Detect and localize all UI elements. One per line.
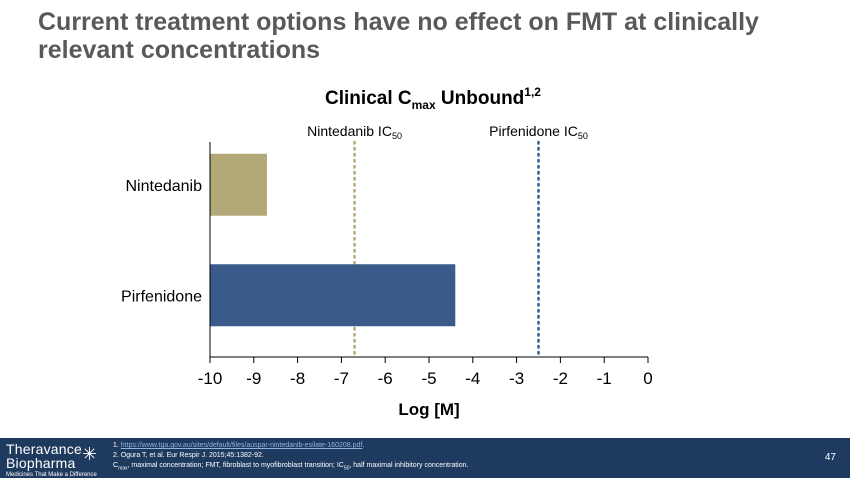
slide-title-line-1: Current treatment options have no effect… xyxy=(38,8,759,36)
chart-title-sup: 1,2 xyxy=(524,85,541,99)
logo-line-2: Biopharma xyxy=(6,455,76,471)
reference-1: 1. https://www.tga.gov.au/sites/default/… xyxy=(113,442,365,449)
x-tick-label: 0 xyxy=(643,369,652,388)
x-tick-label: -4 xyxy=(465,369,480,388)
x-tick-label: -3 xyxy=(509,369,524,388)
x-tick-label: -9 xyxy=(246,369,261,388)
category-label-nintedanib: Nintedanib xyxy=(126,178,203,195)
slide-title: Current treatment options have no effect… xyxy=(38,8,838,64)
bar-nintedanib xyxy=(210,153,267,216)
x-tick-label: -7 xyxy=(334,369,349,388)
x-tick-label: -5 xyxy=(421,369,436,388)
logo-line-1: Theravance xyxy=(6,441,82,457)
x-tick-label: -8 xyxy=(290,369,305,388)
logo-tagline: Medicines That Make a Difference xyxy=(6,472,97,478)
category-label-pirfenidone: Pirfenidone xyxy=(121,288,202,305)
reference-2: 2. Ogura T, et al. Eur Respir J. 2015;45… xyxy=(113,452,264,459)
reference-line-label-2: Pirfenidone IC50 xyxy=(489,123,588,141)
references: 1. https://www.tga.gov.au/sites/default/… xyxy=(113,441,793,473)
reference-1-link[interactable]: https://www.tga.gov.au/sites/default/fil… xyxy=(120,442,363,449)
footer-bar: Theravance Biopharma Medicines That Make… xyxy=(0,438,850,478)
x-tick-label: -10 xyxy=(198,369,223,388)
x-tick-label: -6 xyxy=(378,369,393,388)
chart-title-sub: max xyxy=(412,98,436,112)
company-logo: Theravance Biopharma Medicines That Make… xyxy=(6,442,97,478)
x-tick-label: -1 xyxy=(597,369,612,388)
logo-star-icon: ✳ xyxy=(82,444,98,464)
slide-title-line-2: relevant concentrations xyxy=(38,36,321,64)
x-tick-label: -2 xyxy=(553,369,568,388)
bar-pirfenidone xyxy=(210,264,456,327)
chart-title-main: Clinical C xyxy=(325,88,412,109)
chart-title-tail: Unbound xyxy=(436,88,525,109)
bar-chart: Clinical Cmax Unbound1,2 -10 -9 -8 -7 -6 -5 -4… xyxy=(121,85,653,419)
page-number: 47 xyxy=(824,452,836,463)
reference-line-label-1: Nintedanib IC50 xyxy=(307,123,402,141)
chart-title: Clinical Cmax Unbound1,2 xyxy=(325,85,541,112)
x-axis-label: Log [M] xyxy=(398,400,459,419)
abbreviations: Cmax, maximal concentration; FMT, fibrob… xyxy=(113,462,469,472)
